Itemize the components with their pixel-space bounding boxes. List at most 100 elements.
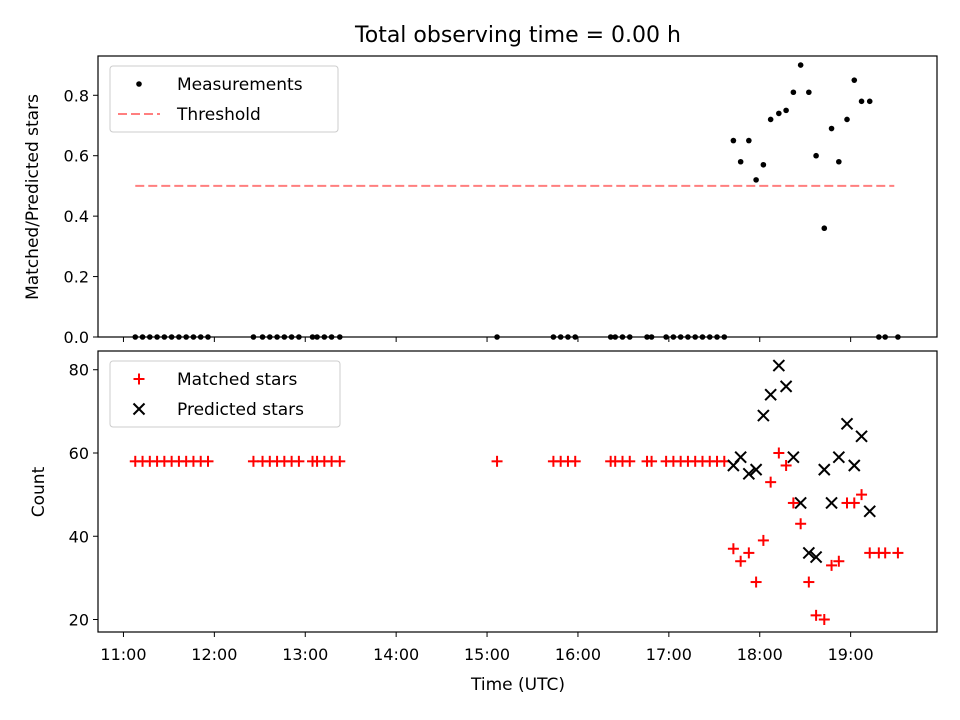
measurement-point (663, 334, 669, 340)
measurement-point (619, 334, 626, 340)
measurement-point (147, 334, 153, 340)
top-legend: Measurements Threshold (109, 65, 339, 133)
predicted-star-point (848, 459, 861, 472)
measurement-point (797, 62, 804, 68)
legend-plus-glyph (133, 373, 145, 385)
measurement-point (692, 334, 699, 340)
x-tick-label: 18:00 (737, 645, 783, 664)
x-tick-label: 16:00 (555, 645, 601, 664)
x-tick-label: 14:00 (373, 645, 419, 664)
top-y-tick-label: 0.4 (64, 207, 89, 226)
measurement-point (851, 77, 858, 83)
matched-star-point (727, 543, 739, 555)
measurement-point (844, 116, 850, 123)
matched-star-point (810, 609, 822, 621)
matched-star-point (750, 576, 762, 588)
top-y-tick-label: 0.6 (64, 147, 89, 166)
measurement-point (806, 89, 812, 96)
measurement-point (730, 137, 737, 144)
bottom-legend: Matched stars Predicted stars (109, 360, 341, 428)
top-y-ticks: 0.0 0.2 0.4 0.6 0.8 (64, 86, 98, 347)
matched-star-point (624, 455, 636, 467)
measurement-point (176, 334, 182, 340)
measurement-point (685, 334, 691, 340)
measurement-point (767, 116, 774, 123)
predicted-star-point (734, 450, 747, 464)
legend-x-glyph (132, 402, 146, 416)
measurement-point (737, 158, 744, 165)
predicted-star-point (764, 388, 777, 401)
x-tick-label: 19:00 (828, 645, 874, 664)
measurement-point (314, 334, 320, 340)
matched-star-point (826, 559, 838, 571)
legend-measurements-label: Measurements (177, 75, 303, 95)
measurement-point (821, 225, 828, 232)
legend-threshold-label: Threshold (176, 105, 261, 125)
measurement-point (328, 334, 335, 340)
top-y-axis-label: Matched/Predicted stars (23, 94, 43, 300)
predicted-star-point (794, 496, 807, 510)
predicted-star-point (818, 463, 831, 476)
measurement-point (205, 334, 211, 340)
matched-star-point (892, 547, 904, 559)
measurement-point (858, 98, 865, 105)
bottom-y-tick-label: 80 (69, 361, 89, 380)
measurement-point (336, 334, 343, 340)
predicted-star-point (863, 505, 876, 518)
top-y-tick-label: 0.2 (64, 268, 89, 287)
matched-star-point (803, 576, 815, 588)
measurement-point (721, 334, 728, 340)
measurement-point (895, 334, 901, 340)
measurement-point (677, 334, 684, 340)
measurement-point (670, 334, 677, 340)
measurement-point (753, 177, 759, 183)
measurement-point (866, 98, 873, 105)
predicted-star-point (832, 450, 846, 464)
bottom-y-axis-label: Count (29, 466, 49, 517)
legend-matched-marker (133, 373, 145, 385)
measurement-point (813, 152, 819, 159)
matched-star-points (129, 447, 904, 626)
bottom-legend-box (109, 360, 341, 428)
top-y-tick-label: 0.8 (64, 86, 89, 105)
measurement-point (776, 110, 782, 117)
predicted-star-point (840, 417, 854, 431)
x-tick-label: 17:00 (646, 645, 692, 664)
predicted-star-point (809, 550, 823, 564)
top-x-ticks (122, 337, 852, 342)
measurement-point (154, 334, 160, 340)
bottom-y-tick-label: 40 (69, 527, 89, 546)
measurement-point (828, 125, 835, 132)
measurement-point (876, 334, 882, 340)
bottom-axes-frame (97, 350, 938, 633)
matched-star-point (787, 497, 799, 509)
matched-star-point (848, 497, 860, 509)
chart-title: Total observing time = 0.00 h (354, 23, 681, 48)
matched-star-point (735, 555, 747, 567)
bottom-y-ticks: 20 40 60 80 (69, 361, 98, 630)
top-panel: 0.00.20.40.60.8 Matched/Predicted stars … (23, 55, 938, 347)
matched-star-point (833, 555, 845, 567)
measurement-point (565, 334, 571, 340)
predicted-star-point (825, 496, 838, 510)
matched-star-point (757, 534, 769, 546)
measurement-point (321, 334, 328, 340)
predicted-star-point (779, 380, 793, 393)
measurement-point (309, 334, 316, 340)
matched-star-point (743, 547, 755, 559)
x-tick-label: 13:00 (282, 645, 328, 664)
measurement-point (699, 334, 706, 340)
matched-star-point (202, 455, 214, 467)
measurement-point (550, 334, 557, 340)
matched-star-point (569, 455, 581, 467)
predicted-star-point (742, 467, 756, 481)
measurement-point (714, 334, 720, 340)
predicted-star-point (772, 359, 786, 372)
measurement-point (132, 334, 139, 340)
x-axis-label: Time (UTC) (470, 675, 565, 695)
measurement-point (288, 334, 295, 340)
matched-star-point (773, 447, 785, 459)
measurement-point (139, 334, 146, 340)
